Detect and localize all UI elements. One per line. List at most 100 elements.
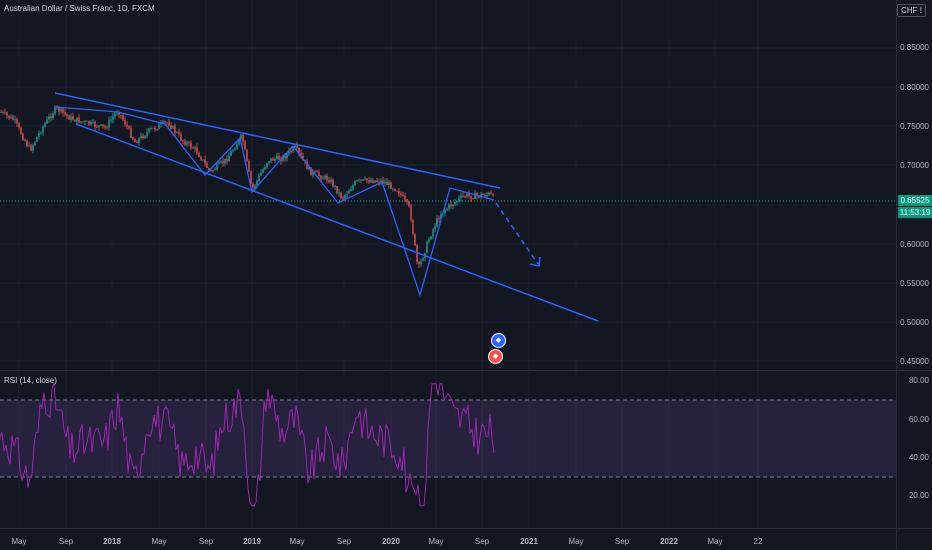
candle-body <box>0 112 2 113</box>
dividend-marker-icon[interactable]: ◆ <box>488 349 503 364</box>
candle-body <box>452 204 454 207</box>
candle-body <box>286 153 288 159</box>
candle-body <box>126 124 128 127</box>
price-tick: 0.85000 <box>900 43 929 52</box>
candle-body <box>392 188 394 190</box>
candle-body <box>218 162 220 164</box>
time-tick: Sep <box>198 537 214 546</box>
candle-body <box>28 145 30 147</box>
candle-body <box>264 167 266 170</box>
candle-body <box>94 121 96 127</box>
candle-body <box>370 180 372 183</box>
price-tick: 0.45000 <box>900 357 929 366</box>
candle-body <box>20 127 22 135</box>
price-tick: 0.70000 <box>900 161 929 170</box>
candle-body <box>468 194 470 196</box>
candle-body <box>256 180 258 186</box>
candle-body <box>320 175 322 180</box>
candle-body <box>30 145 32 151</box>
earnings-marker-icon[interactable]: ◆ <box>491 333 506 348</box>
zigzag-pattern-line <box>54 106 495 298</box>
candle-body <box>148 128 150 132</box>
time-tick: Sep <box>614 537 630 546</box>
candle-body <box>448 204 450 209</box>
candle-body <box>106 127 108 129</box>
candle-body <box>170 125 172 129</box>
rsi-indicator-title[interactable]: RSI (14, close) <box>4 376 57 385</box>
candle-body <box>290 150 292 152</box>
candle-body <box>344 194 346 199</box>
candle-body <box>250 171 252 185</box>
candle-body <box>18 123 20 128</box>
candle-body <box>232 150 234 152</box>
candle-body <box>172 125 174 129</box>
candle-body <box>136 142 138 144</box>
currency-badge[interactable]: CHF ! <box>897 4 926 17</box>
candle-body <box>432 229 434 237</box>
candle-body <box>120 114 122 116</box>
candle-body <box>394 188 396 191</box>
candle-body <box>456 201 458 203</box>
price-tick: 0.55000 <box>900 279 929 288</box>
candle-body <box>242 134 244 142</box>
candle-body <box>464 196 466 197</box>
candle-body <box>210 170 212 171</box>
candle-body <box>104 126 106 128</box>
candle-body <box>476 193 478 196</box>
candle-body <box>328 180 330 183</box>
symbol-title[interactable]: Australian Dollar / Swiss Franc, 1D, FXC… <box>4 4 155 13</box>
candle-body <box>168 122 170 126</box>
rsi-tick: 60.00 <box>908 415 929 424</box>
candle-body <box>336 185 338 194</box>
candle-body <box>248 160 250 172</box>
candle-body <box>450 204 452 207</box>
candle-body <box>268 161 270 164</box>
rsi-band-background <box>0 400 896 477</box>
candle-body <box>252 184 254 188</box>
candle-body <box>16 119 18 124</box>
price-axis[interactable]: 0.85000 0.80000 0.75000 0.70000 0.60000 … <box>896 0 932 550</box>
candle-body <box>270 158 272 162</box>
candle-body <box>352 185 354 190</box>
candle-body <box>24 139 26 141</box>
candle-body <box>428 239 430 242</box>
candle-body <box>192 147 194 149</box>
candle-body <box>2 112 4 113</box>
candle-body <box>438 218 440 219</box>
candle-body <box>14 119 16 120</box>
candle-body <box>36 136 38 142</box>
candle-body <box>244 141 246 150</box>
candle-body <box>52 113 54 118</box>
candle-body <box>422 258 424 261</box>
candle-body <box>436 218 438 227</box>
projection-arrow-line <box>495 202 539 265</box>
candle-body <box>354 181 356 186</box>
candle-body <box>158 124 160 130</box>
candle-body <box>306 161 308 170</box>
candle-body <box>194 147 196 149</box>
candle-body <box>414 234 416 246</box>
candle-body <box>296 145 298 149</box>
candle-body <box>412 219 414 235</box>
candle-body <box>282 155 284 161</box>
candle-body <box>164 121 166 123</box>
time-tick: Sep <box>474 537 490 546</box>
candle-body <box>200 156 202 161</box>
candle-body <box>186 142 188 145</box>
candle-body <box>128 126 130 129</box>
candle-body <box>176 132 178 134</box>
candle-body <box>262 169 264 173</box>
candle-body <box>146 131 148 136</box>
candle-body <box>178 132 180 135</box>
candle-body <box>454 202 456 205</box>
candle-body <box>334 185 336 187</box>
candle-body <box>460 195 462 199</box>
pane-separator[interactable] <box>0 370 932 371</box>
candle-body <box>50 116 52 118</box>
candle-body <box>486 194 488 197</box>
candle-body <box>184 141 186 145</box>
candle-body <box>42 126 44 133</box>
time-tick: 2021 <box>520 537 538 546</box>
candle-body <box>70 116 72 120</box>
